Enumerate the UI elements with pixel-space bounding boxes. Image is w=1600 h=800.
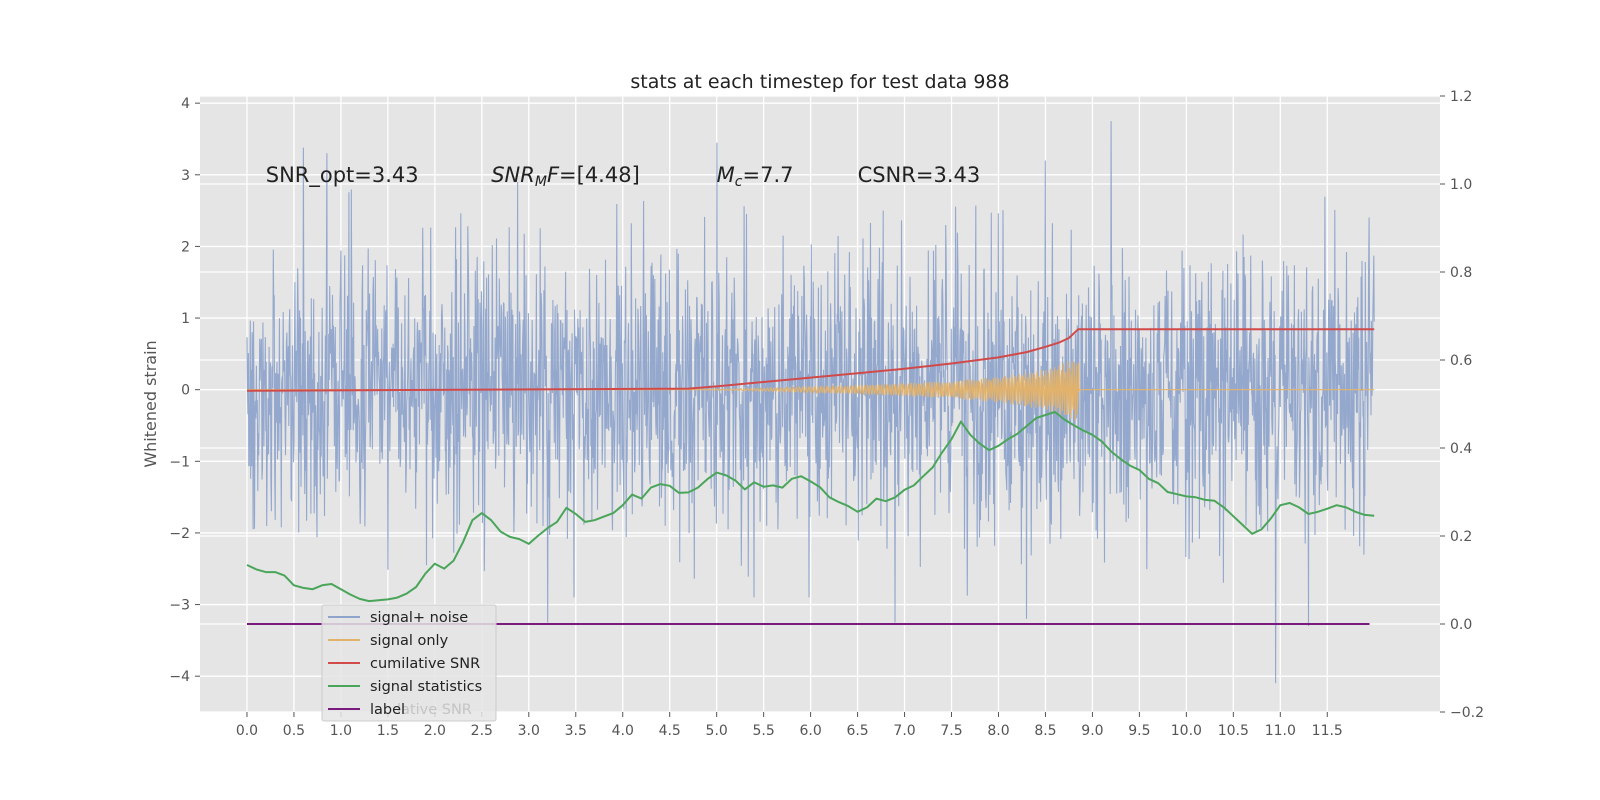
y2-tick-label: 0.0 bbox=[1450, 617, 1472, 633]
y2-tick-label: 0.8 bbox=[1450, 265, 1472, 281]
legend-entry: signal statistics bbox=[370, 679, 482, 695]
series-line-signal-noise bbox=[246, 121, 1375, 684]
annotations: SNR_opt=3.43 SNRMF=[4.48] Mc=7.7 CSNR=3.43 bbox=[266, 163, 980, 190]
y-tick-label: −1 bbox=[169, 454, 190, 470]
series-line-cumilative-snr bbox=[246, 328, 1375, 392]
chart-title: stats at each timestep for test data 988 bbox=[630, 71, 1009, 93]
x-tick-label: 6.0 bbox=[799, 723, 821, 739]
y-tick-label: −3 bbox=[169, 598, 190, 614]
x-tick-label: 2.5 bbox=[471, 723, 493, 739]
legend-entry: cumilative SNR bbox=[370, 656, 480, 672]
y2-tick-label: 0.2 bbox=[1450, 529, 1472, 545]
y-tick-label: −2 bbox=[169, 526, 190, 542]
x-tick-label: 1.5 bbox=[377, 723, 399, 739]
y2-tick-label: 0.6 bbox=[1450, 353, 1472, 369]
annotation-part: M bbox=[535, 174, 547, 190]
x-tick-label: 8.5 bbox=[1034, 723, 1056, 739]
x-tick-label: 9.0 bbox=[1081, 723, 1103, 739]
annotation-text: Mc=7.7 bbox=[717, 163, 794, 190]
y-tick-label: 2 bbox=[181, 239, 190, 255]
axes: 0.0 0.5 1.0 1.5 2.0 2.5 3.0 3.5 4.0 4.5 5.0 5.5 6.0 6… bbox=[169, 89, 1484, 739]
y2-tick-label: 0.4 bbox=[1450, 441, 1472, 457]
annotation-part: =7.7 bbox=[742, 163, 793, 187]
x-tick-label: 7.0 bbox=[893, 723, 915, 739]
x-tick-label: 0.5 bbox=[283, 723, 305, 739]
annotation-part: SNR bbox=[491, 163, 535, 187]
x-tick-label: 3.5 bbox=[565, 723, 587, 739]
y2-tick-label: 1.2 bbox=[1450, 89, 1472, 105]
x-tick-label: 3.0 bbox=[518, 723, 540, 739]
annotation-text: SNRMF=[4.48] bbox=[491, 163, 640, 190]
x-tick-label: 7.5 bbox=[940, 723, 962, 739]
annotation-part: F bbox=[547, 163, 560, 187]
x-tick-label: 9.5 bbox=[1128, 723, 1150, 739]
legend-entry: signal+ noise bbox=[370, 610, 468, 626]
x-tick-label: 0.0 bbox=[236, 723, 258, 739]
series-line-signal-statistics bbox=[246, 410, 1375, 603]
y2-tick-label: −0.2 bbox=[1450, 705, 1484, 721]
legend: lative SNR signal+ noise signal only cumila… bbox=[321, 604, 497, 722]
y-tick-label: −4 bbox=[169, 669, 190, 685]
legend-box bbox=[321, 604, 497, 722]
x-tick-label: 2.0 bbox=[424, 723, 446, 739]
y2-tick-label: 1.0 bbox=[1450, 177, 1472, 193]
annotation-part: SNR_opt=3.43 bbox=[266, 163, 419, 188]
x-tick-label: 1.0 bbox=[330, 723, 352, 739]
x-tick-label: 5.5 bbox=[753, 723, 775, 739]
x-tick-label: 11.0 bbox=[1265, 723, 1296, 739]
y-axis-label: Whitened strain bbox=[141, 340, 160, 467]
legend-entry: signal only bbox=[370, 633, 449, 649]
y-tick-label: 4 bbox=[181, 96, 190, 112]
x-tick-label: 11.5 bbox=[1312, 723, 1343, 739]
x-tick-label: 5.0 bbox=[706, 723, 728, 739]
x-tick-label: 6.5 bbox=[846, 723, 868, 739]
x-tick-label: 8.0 bbox=[987, 723, 1009, 739]
annotation-part: =[4.48] bbox=[559, 163, 640, 187]
legend-ghost-text: lative SNR bbox=[397, 702, 472, 718]
annotation-text: SNR_opt=3.43 bbox=[266, 163, 419, 188]
x-tick-label: 4.0 bbox=[612, 723, 634, 739]
y-tick-label: 0 bbox=[181, 383, 190, 399]
annotation-part: CSNR=3.43 bbox=[858, 163, 981, 187]
annotation-part: M bbox=[717, 163, 735, 187]
legend-entry: label bbox=[370, 702, 405, 718]
annotation-part: c bbox=[735, 174, 743, 190]
x-tick-label: 10.5 bbox=[1218, 723, 1249, 739]
x-tick-label: 4.5 bbox=[659, 723, 681, 739]
y-tick-label: 1 bbox=[181, 311, 190, 327]
x-tick-label: 10.0 bbox=[1171, 723, 1202, 739]
annotation-text: CSNR=3.43 bbox=[858, 163, 981, 187]
y-tick-label: 3 bbox=[181, 168, 190, 184]
